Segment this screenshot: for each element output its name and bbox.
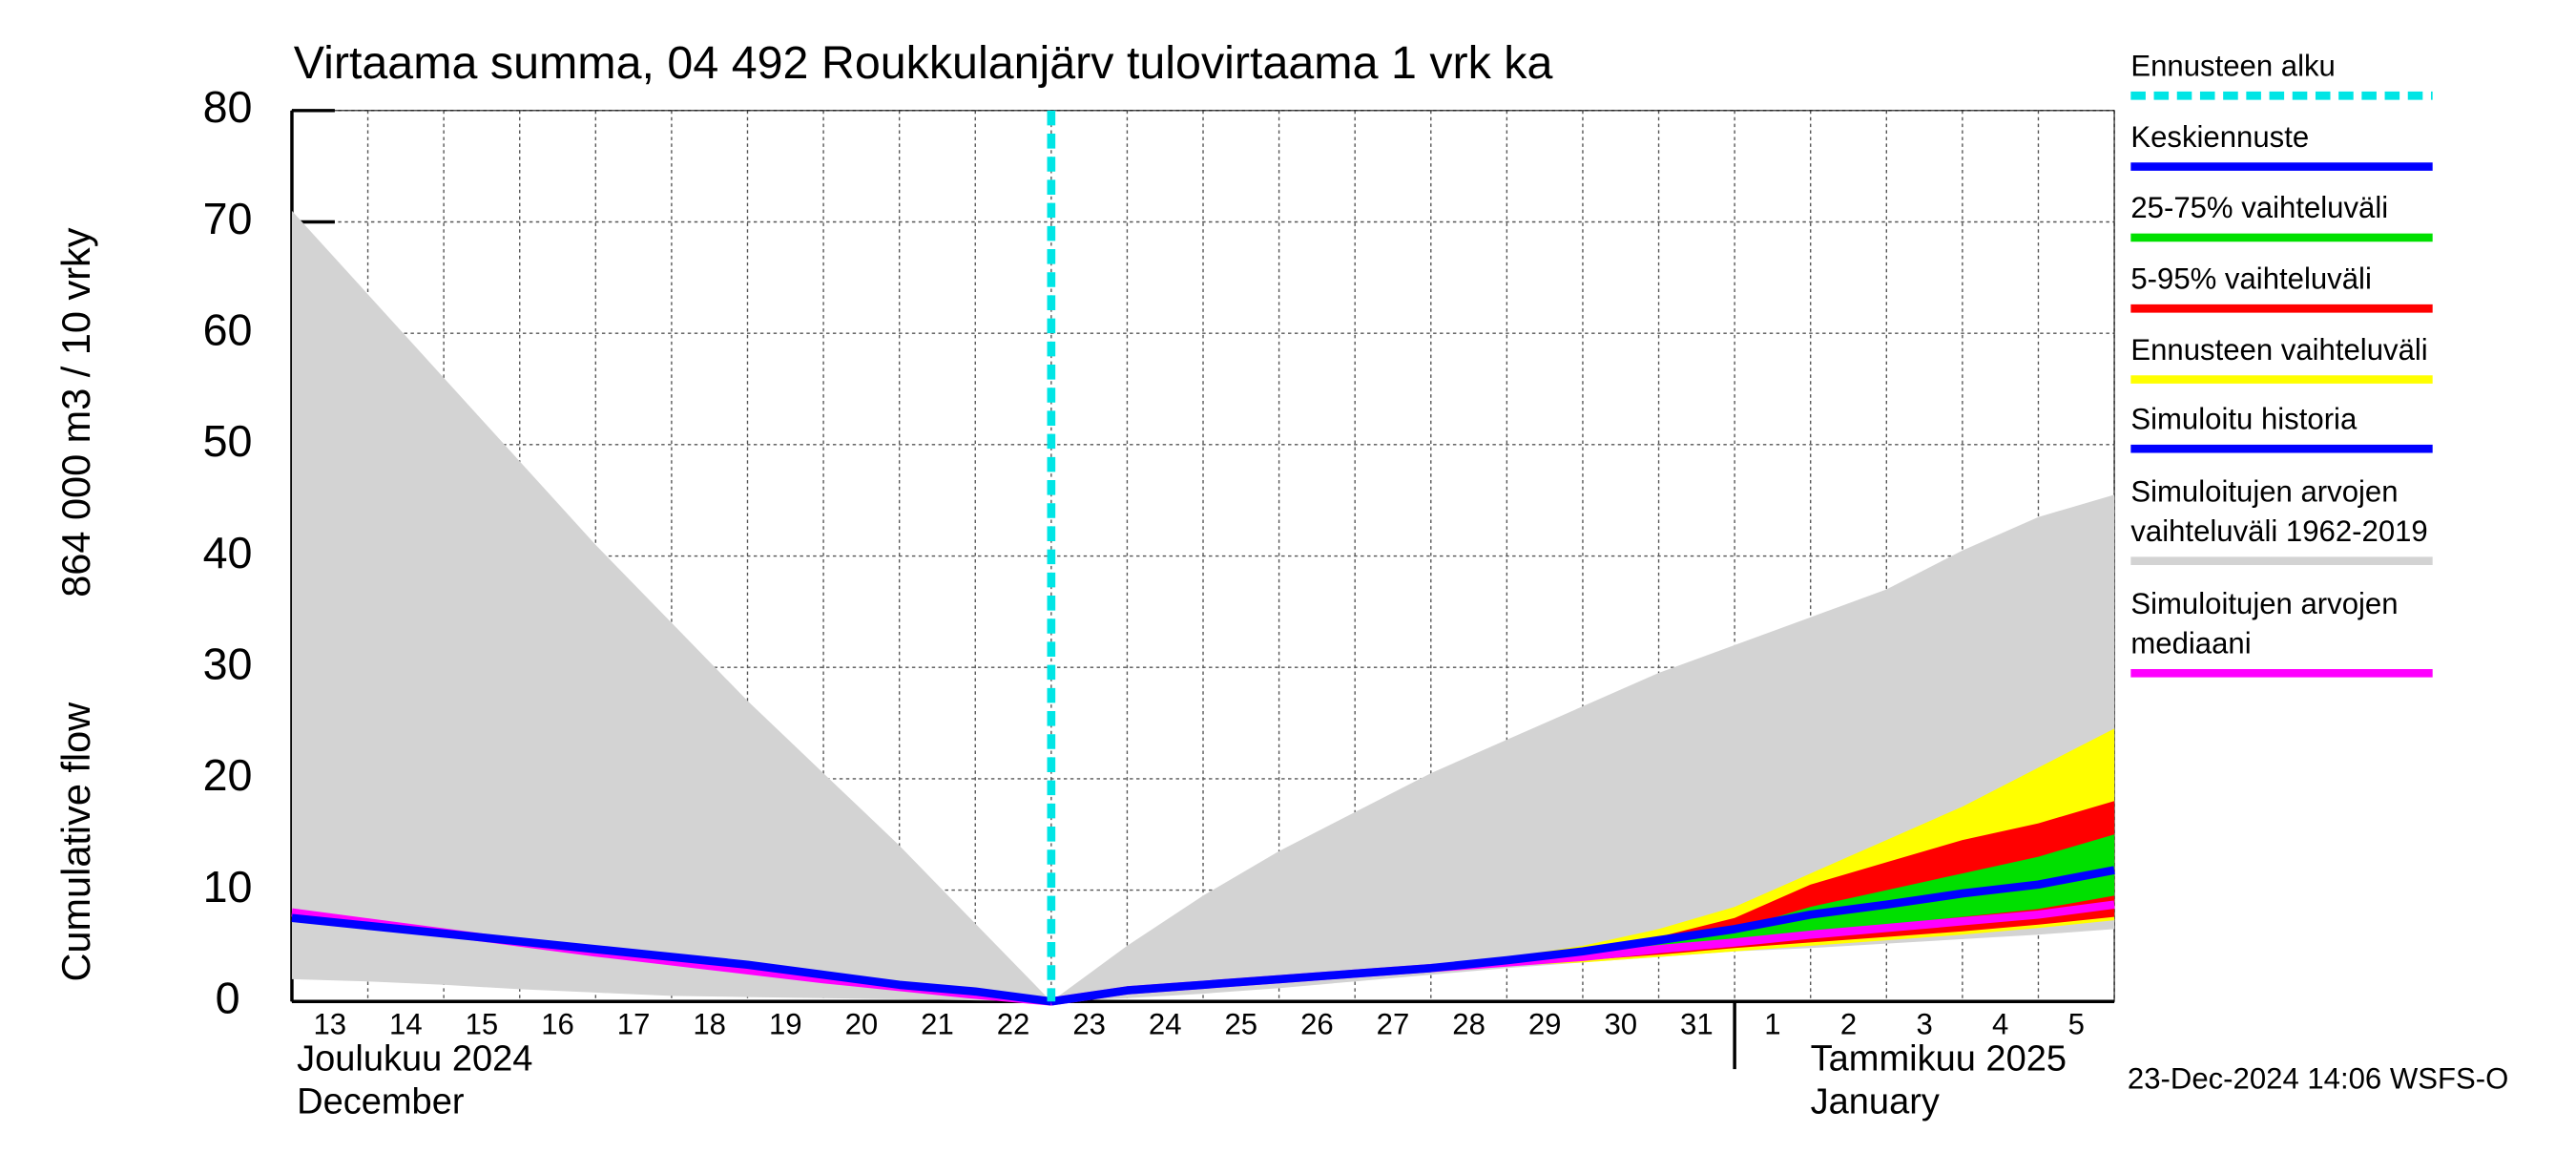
x-tick-label: 19: [769, 1007, 802, 1040]
x-tick-label: 20: [845, 1007, 879, 1040]
x-tick-label: 26: [1300, 1007, 1334, 1040]
legend-label: Simuloitujen arvojen mediaani: [2130, 587, 2399, 660]
x-tick-label: 16: [541, 1007, 574, 1040]
month-label: Tammikuu 2025: [1811, 1039, 2067, 1080]
x-tick-label: 4: [1992, 1007, 2008, 1040]
y-tick-label: 70: [203, 194, 253, 243]
y-tick-label: 50: [203, 416, 253, 466]
x-tick-label: 29: [1528, 1007, 1562, 1040]
x-tick-label: 17: [617, 1007, 651, 1040]
y-tick-label: 60: [203, 305, 253, 355]
month-label: January: [1811, 1081, 1940, 1122]
y-tick-label: 80: [203, 82, 253, 132]
x-tick-label: 28: [1452, 1007, 1485, 1040]
x-tick-label: 13: [313, 1007, 346, 1040]
series-line: [1050, 866, 2115, 1006]
x-tick-label: 22: [997, 1007, 1030, 1040]
x-tick-label: 2: [1840, 1007, 1857, 1040]
x-tick-label: 1: [1764, 1007, 1780, 1040]
range-band: [1050, 834, 2115, 1002]
x-tick-label: 18: [693, 1007, 726, 1040]
y-tick-label: 20: [203, 750, 253, 800]
series-line: [291, 913, 1052, 1006]
x-tick-label: 15: [466, 1007, 499, 1040]
x-tick-label: 30: [1604, 1007, 1637, 1040]
month-label: Joulukuu 2024: [297, 1039, 532, 1080]
chart-title: Virtaama summa, 04 492 Roukkulanjärv tul…: [294, 37, 1553, 89]
y-axis-label: 864 000 m3 / 10 vrky: [53, 227, 98, 597]
legend-label: Simuloitujen arvojen vaihteluväli 1962-2…: [2130, 474, 2428, 548]
x-tick-label: 14: [389, 1007, 423, 1040]
x-tick-label: 24: [1149, 1007, 1182, 1040]
x-tick-label: 25: [1225, 1007, 1258, 1040]
range-band: [291, 210, 2115, 1002]
x-tick-label: 31: [1680, 1007, 1714, 1040]
legend-label: Simuloitu historia: [2130, 402, 2358, 436]
month-label: December: [297, 1081, 465, 1122]
legend-label: 5-95% vaihteluväli: [2130, 262, 2372, 296]
y-tick-label: 30: [203, 639, 253, 689]
x-tick-label: 5: [2068, 1007, 2085, 1040]
x-tick-label: 27: [1377, 1007, 1410, 1040]
legend-label: Ennusteen alku: [2130, 49, 2336, 83]
legend-label: Ennusteen vaihteluväli: [2130, 333, 2428, 367]
x-tick-label: 21: [921, 1007, 954, 1040]
x-tick-label: 3: [1916, 1007, 1932, 1040]
y-tick-label: 0: [216, 974, 240, 1023]
footer: 23-Dec-2024 14:06 WSFS-O: [2128, 1061, 2508, 1095]
legend-label: Keskiennuste: [2130, 120, 2310, 154]
y-axis-label: Cumulative flow: [53, 702, 98, 982]
legend-label: 25-75% vaihteluväli: [2130, 191, 2389, 225]
x-tick-label: 23: [1072, 1007, 1106, 1040]
y-tick-label: 10: [203, 862, 253, 912]
y-tick-label: 40: [203, 528, 253, 577]
